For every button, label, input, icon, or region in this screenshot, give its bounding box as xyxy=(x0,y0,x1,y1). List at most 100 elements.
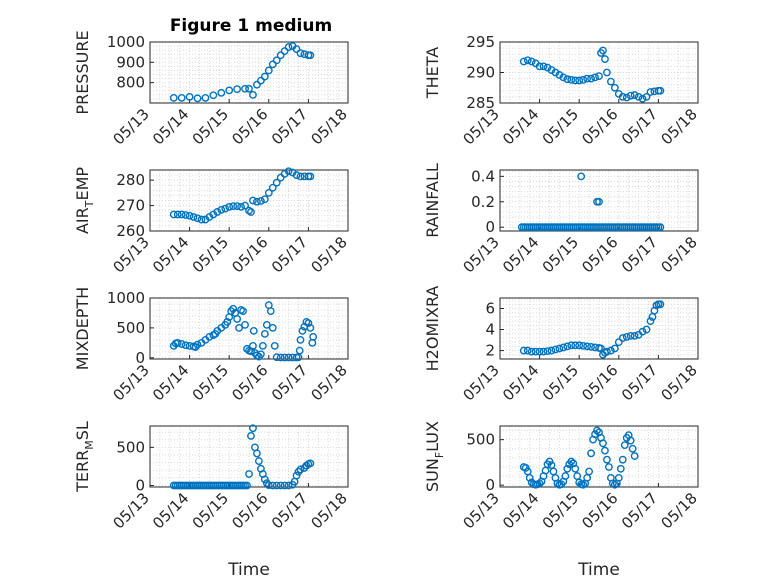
data-point xyxy=(642,93,651,101)
data-point xyxy=(292,471,301,480)
data-point xyxy=(256,197,265,205)
data-point xyxy=(237,202,245,211)
data-point xyxy=(268,324,277,332)
grid-lines xyxy=(500,170,698,231)
y-tick-label: 290 xyxy=(466,64,495,82)
data-point xyxy=(249,326,258,335)
data-point xyxy=(519,346,528,355)
data-point xyxy=(225,86,234,95)
data-point xyxy=(601,446,609,455)
data-point xyxy=(585,467,593,476)
data-point xyxy=(264,66,273,75)
data-point xyxy=(622,93,631,102)
y-tick-label: 0.2 xyxy=(471,193,495,211)
y-tick-label: 6 xyxy=(485,300,495,318)
data-point xyxy=(656,223,665,232)
data-point xyxy=(296,335,305,344)
data-point xyxy=(272,353,281,362)
y-tick-label: 500 xyxy=(466,431,495,449)
data-point xyxy=(213,208,222,216)
data-point xyxy=(243,344,251,353)
data-point xyxy=(603,68,611,77)
data-point xyxy=(543,347,552,356)
data-point xyxy=(571,464,580,473)
data-point xyxy=(304,319,313,328)
data-point xyxy=(209,91,218,100)
data-point xyxy=(173,338,182,347)
data-point xyxy=(618,455,627,464)
data-point xyxy=(606,77,615,86)
data-point xyxy=(603,455,611,464)
data-point xyxy=(579,341,588,350)
data-point xyxy=(563,342,572,351)
data-point xyxy=(260,195,269,204)
data-point xyxy=(280,47,289,56)
data-series xyxy=(169,424,315,490)
data-point xyxy=(601,55,609,63)
data-point xyxy=(306,51,315,60)
subplot-mixdepth: 0500100005/1305/1405/1505/1605/1705/18MI… xyxy=(73,287,351,405)
data-point xyxy=(535,62,544,71)
data-point xyxy=(233,202,242,210)
grid-lines xyxy=(150,426,348,487)
data-point xyxy=(626,91,635,100)
data-point xyxy=(523,346,532,355)
data-point xyxy=(272,481,281,490)
y-tick-label: 900 xyxy=(116,53,145,71)
data-point xyxy=(284,167,293,176)
data-point xyxy=(177,94,186,102)
axes-border xyxy=(499,425,699,488)
data-point xyxy=(616,464,625,473)
y-tick-label: 0.4 xyxy=(471,167,495,185)
data-point xyxy=(258,341,267,350)
data-point xyxy=(221,204,230,213)
data-point xyxy=(547,346,556,355)
data-point xyxy=(229,304,238,313)
data-point xyxy=(260,329,269,338)
data-point xyxy=(610,344,619,353)
data-point xyxy=(193,94,202,103)
data-point xyxy=(201,94,210,102)
data-point xyxy=(527,57,536,66)
data-point xyxy=(551,345,560,354)
data-point xyxy=(233,315,242,323)
data-point xyxy=(193,340,202,349)
data-point xyxy=(605,463,613,471)
data-point xyxy=(173,210,182,219)
data-point xyxy=(185,211,194,220)
data-point xyxy=(225,202,234,211)
y-tick-label: 800 xyxy=(116,74,145,92)
data-point xyxy=(247,208,255,216)
data-point xyxy=(628,444,637,453)
data-point xyxy=(256,350,265,359)
data-point xyxy=(626,331,635,340)
data-point xyxy=(555,344,564,353)
data-point xyxy=(519,57,528,66)
data-point xyxy=(296,465,305,474)
axes-border xyxy=(149,41,349,104)
data-series xyxy=(169,301,318,362)
data-point xyxy=(193,214,202,223)
y-tick-label: 1000 xyxy=(107,289,145,307)
y-axis-label: TERRMSL xyxy=(73,421,96,493)
data-point xyxy=(523,56,532,65)
data-point xyxy=(223,318,232,326)
data-point xyxy=(295,346,304,355)
data-point xyxy=(599,439,607,448)
data-point xyxy=(262,321,271,329)
y-tick-label: 285 xyxy=(466,94,495,112)
data-point xyxy=(254,457,263,465)
y-axis-label: THETA xyxy=(423,47,442,99)
data-point xyxy=(249,196,257,205)
data-point xyxy=(247,432,255,440)
y-axis-label: PRESSURE xyxy=(73,30,92,114)
data-point xyxy=(241,201,249,210)
data-point xyxy=(197,215,206,224)
data-point xyxy=(571,341,580,350)
data-point xyxy=(249,341,257,350)
data-point xyxy=(298,326,307,335)
data-point xyxy=(630,91,639,99)
data-point xyxy=(638,94,647,103)
data-point xyxy=(587,343,595,351)
